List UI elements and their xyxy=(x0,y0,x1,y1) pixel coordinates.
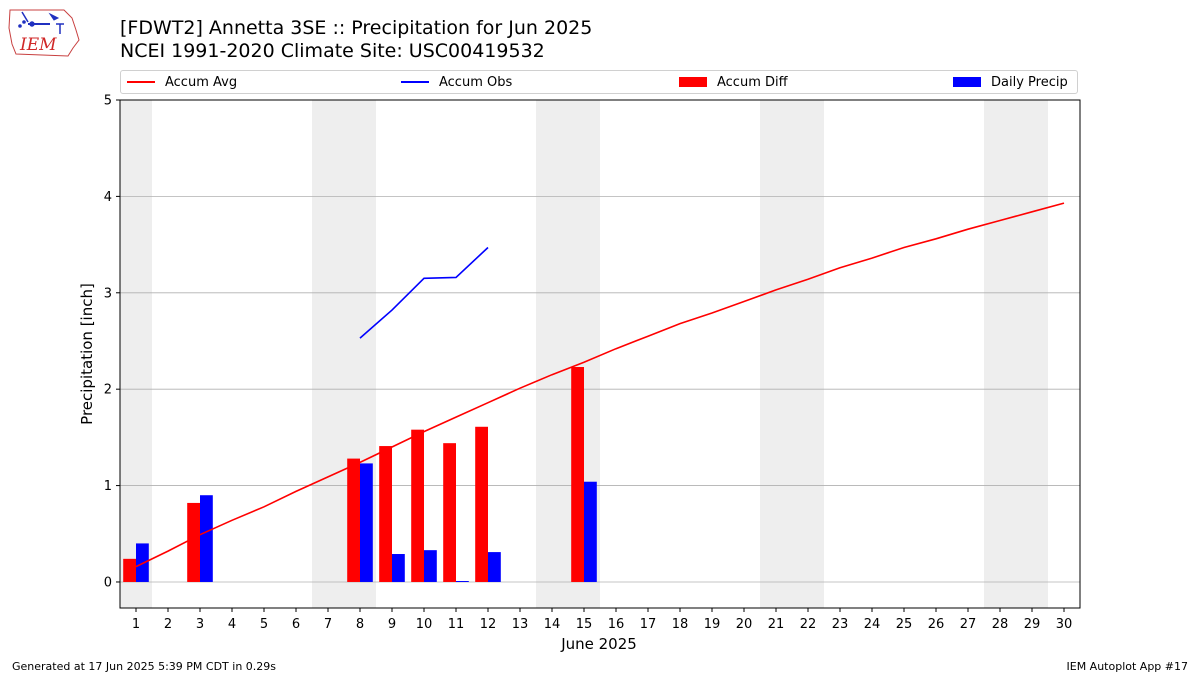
plot-frame xyxy=(119,99,1081,609)
y-tick-label-2: 2 xyxy=(104,383,112,398)
weather-instruments-icon xyxy=(18,11,64,34)
y-axis-label: Precipitation [inch] xyxy=(78,283,96,425)
app-credit: IEM Autoplot App #17 xyxy=(1066,660,1189,673)
x-tick-label-8: 8 xyxy=(356,617,364,632)
x-tick-label-17: 17 xyxy=(640,617,657,632)
logo-text: IEM xyxy=(19,35,57,55)
x-tick-label-10: 10 xyxy=(416,617,433,632)
x-tick-label-7: 7 xyxy=(324,617,332,632)
x-tick-label-19: 19 xyxy=(704,617,721,632)
chart-subtitle: NCEI 1991-2020 Climate Site: USC00419532 xyxy=(120,40,545,62)
x-tick-label-18: 18 xyxy=(672,617,689,632)
legend-swatch-accum-obs xyxy=(401,81,429,83)
x-tick-label-15: 15 xyxy=(576,617,593,632)
daily-precip-bar-12 xyxy=(488,552,501,582)
weekend-band-22 xyxy=(792,100,824,608)
daily-precip-bar-10 xyxy=(424,550,437,582)
y-tick-label-5: 5 xyxy=(104,94,112,109)
x-axis-label: June 2025 xyxy=(560,635,637,653)
x-tick-label-11: 11 xyxy=(448,617,465,632)
iowa-outline-icon xyxy=(8,9,80,57)
x-tick-label-22: 22 xyxy=(800,617,817,632)
accum-diff-bar-1 xyxy=(123,558,136,582)
legend-item-accum-diff: Accum Diff xyxy=(679,71,788,93)
legend-item-daily-precip: Daily Precip xyxy=(953,71,1068,93)
x-tick-label-20: 20 xyxy=(736,617,753,632)
x-tick-label-6: 6 xyxy=(292,617,300,632)
x-tick-label-14: 14 xyxy=(544,617,561,632)
x-tick-label-5: 5 xyxy=(260,617,268,632)
x-tick-label-30: 30 xyxy=(1056,617,1073,632)
x-tick-label-9: 9 xyxy=(388,617,396,632)
x-tick-label-26: 26 xyxy=(928,617,945,632)
legend-label-daily-precip: Daily Precip xyxy=(991,74,1068,90)
accum-obs-line xyxy=(359,246,489,339)
daily-precip-bar-8 xyxy=(360,463,373,582)
accum-diff-bar-11 xyxy=(443,443,456,582)
accum-diff-bar-10 xyxy=(411,429,424,582)
weekend-band-7 xyxy=(312,100,344,608)
accum-avg-line xyxy=(135,202,1065,568)
weekend-band-14 xyxy=(536,100,568,608)
x-tick-label-2: 2 xyxy=(164,617,172,632)
x-tick-label-24: 24 xyxy=(864,617,881,632)
accum-diff-bar-12 xyxy=(475,426,488,582)
accum-diff-bar-15 xyxy=(571,367,584,582)
accum-diff-bar-8 xyxy=(347,458,360,582)
daily-precip-bar-3 xyxy=(200,495,213,582)
daily-precip-bar-9 xyxy=(392,554,405,582)
iem-logo: IEM xyxy=(8,9,80,57)
legend-swatch-accum-diff xyxy=(679,77,707,87)
x-tick-label-28: 28 xyxy=(992,617,1009,632)
x-tick-label-27: 27 xyxy=(960,617,977,632)
y-tick-label-3: 3 xyxy=(104,286,112,301)
weekend-band-29 xyxy=(1016,100,1048,608)
x-tick-label-23: 23 xyxy=(832,617,849,632)
legend-item-accum-avg: Accum Avg xyxy=(127,71,237,93)
bars xyxy=(123,367,597,582)
y-tick-label-1: 1 xyxy=(104,479,112,494)
lines xyxy=(135,202,1065,568)
x-tick-label-12: 12 xyxy=(480,617,497,632)
accum-diff-bar-3 xyxy=(187,502,200,582)
weekend-band-21 xyxy=(760,100,792,608)
x-tick-label-3: 3 xyxy=(196,617,204,632)
x-tick-label-29: 29 xyxy=(1024,617,1041,632)
legend-label-accum-avg: Accum Avg xyxy=(165,74,238,90)
legend-swatch-daily-precip xyxy=(953,77,981,87)
x-tick-label-25: 25 xyxy=(896,617,913,632)
x-tick-label-13: 13 xyxy=(512,617,529,632)
chart-legend: Accum Avg Accum Obs Accum Diff Daily Pre… xyxy=(120,70,1078,94)
daily-precip-bar-11 xyxy=(456,581,469,582)
x-tick-label-21: 21 xyxy=(768,617,785,632)
legend-label-accum-obs: Accum Obs xyxy=(439,74,513,90)
legend-swatch-accum-avg xyxy=(127,81,155,83)
weekend-band-1 xyxy=(120,100,152,608)
accum-diff-bar-9 xyxy=(379,446,392,582)
weekend-band-28 xyxy=(984,100,1016,608)
y-tick-label-0: 0 xyxy=(104,575,112,590)
x-tick-label-4: 4 xyxy=(228,617,236,632)
y-tick-label-4: 4 xyxy=(104,190,112,205)
x-tick-label-16: 16 xyxy=(608,617,625,632)
weekend-shading xyxy=(120,100,1048,608)
daily-precip-bar-15 xyxy=(584,481,597,582)
legend-item-accum-obs: Accum Obs xyxy=(401,71,512,93)
legend-label-accum-diff: Accum Diff xyxy=(717,74,788,90)
generated-timestamp: Generated at 17 Jun 2025 5:39 PM CDT in … xyxy=(12,660,277,673)
chart-title: [FDWT2] Annetta 3SE :: Precipitation for… xyxy=(120,17,593,39)
x-tick-label-1: 1 xyxy=(132,617,140,632)
